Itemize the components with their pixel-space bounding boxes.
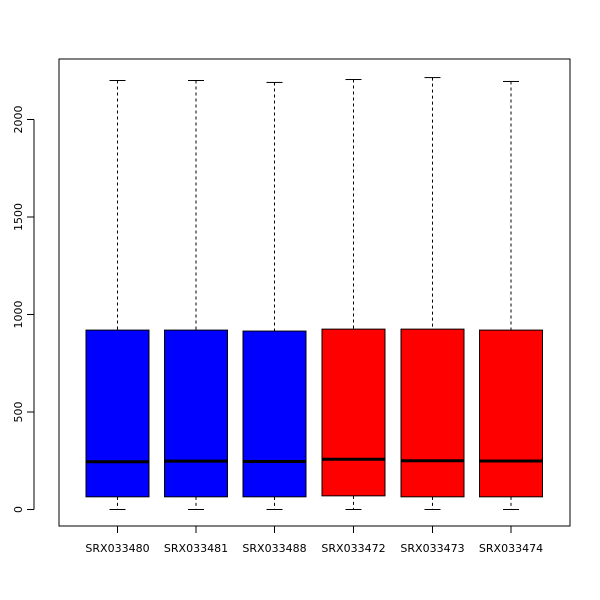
box-SRX033472 bbox=[321, 79, 386, 510]
box-SRX033488 bbox=[242, 81, 307, 510]
boxes-group bbox=[85, 77, 543, 510]
x-tick-label: SRX033481 bbox=[164, 542, 228, 555]
box-SRX033473 bbox=[400, 77, 465, 510]
box-SRX033481 bbox=[164, 80, 228, 510]
y-tick-label: 0 bbox=[12, 506, 25, 513]
x-tick-label: SRX033474 bbox=[479, 542, 543, 555]
y-tick-label: 500 bbox=[12, 402, 25, 423]
box-SRX033474 bbox=[479, 80, 543, 510]
iqr-box bbox=[242, 330, 307, 498]
iqr-box bbox=[479, 329, 543, 498]
iqr-box bbox=[400, 328, 465, 498]
x-axis-labels: SRX033480 SRX033481 SRX033488 SRX033472 SRX0… bbox=[85, 526, 543, 555]
y-tick-label: 1000 bbox=[12, 301, 25, 329]
plot-frame bbox=[58, 58, 571, 527]
x-tick-label: SRX033473 bbox=[400, 542, 464, 555]
iqr-box bbox=[321, 328, 386, 497]
y-tick-label: 2000 bbox=[12, 106, 25, 134]
x-tick-label: SRX033488 bbox=[242, 542, 306, 555]
box-SRX033480 bbox=[85, 80, 150, 510]
y-axis: 0 500 1000 1500 2000 bbox=[12, 106, 35, 513]
y-tick-label: 1500 bbox=[12, 203, 25, 231]
x-tick-label: SRX033472 bbox=[321, 542, 385, 555]
x-tick-label: SRX033480 bbox=[85, 542, 149, 555]
iqr-box bbox=[85, 329, 150, 498]
iqr-box bbox=[164, 329, 228, 498]
